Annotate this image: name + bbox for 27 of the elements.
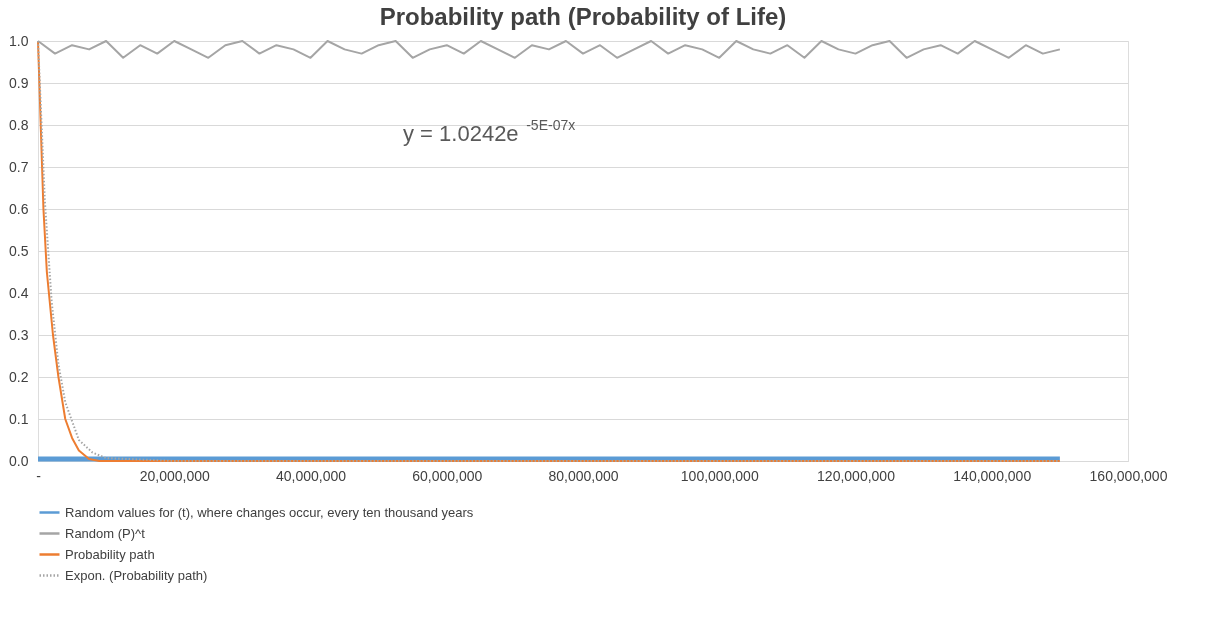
x-tick-label: - xyxy=(36,467,42,484)
line-series xyxy=(37,40,1061,462)
y-tick-label: 0.0 xyxy=(9,452,29,469)
x-tick-label: 120,000,000 xyxy=(817,467,896,484)
y-tick-label: 1.0 xyxy=(9,32,29,49)
x-tick-label: 60,000,000 xyxy=(412,467,483,484)
y-tick-label: 0.2 xyxy=(9,368,29,385)
x-tick-label: 100,000,000 xyxy=(680,467,759,484)
x-tick-label: 160,000,000 xyxy=(1089,467,1168,484)
y-tick-label: 0.5 xyxy=(9,242,29,259)
x-tick-label: 140,000,000 xyxy=(953,467,1032,484)
annotation: y = 1.0242e-5E-07x xyxy=(403,117,576,146)
y-tick-label: 0.9 xyxy=(9,74,29,91)
legend-label: Probability path xyxy=(65,546,155,562)
legend-label: Random values for (t), where changes occur, every ten thousand years xyxy=(65,504,474,520)
y-tick-label: 0.1 xyxy=(9,410,29,427)
y-tick-label: 0.7 xyxy=(9,158,29,175)
legend-label: Expon. (Probability path) xyxy=(65,567,208,583)
legend-label: Random (P)^t xyxy=(65,525,146,541)
x-tick-label: 40,000,000 xyxy=(275,467,347,484)
y-tick-label: 0.8 xyxy=(9,116,29,133)
chart-title: Probability path (Probability of Life) xyxy=(379,3,787,30)
x-tick-label: 80,000,000 xyxy=(548,467,619,484)
x-tick-label: 20,000,000 xyxy=(139,467,210,484)
y-tick-label: 0.4 xyxy=(9,284,29,301)
y-tick-label: 0.3 xyxy=(9,326,29,343)
y-tick-label: 0.6 xyxy=(9,200,29,217)
